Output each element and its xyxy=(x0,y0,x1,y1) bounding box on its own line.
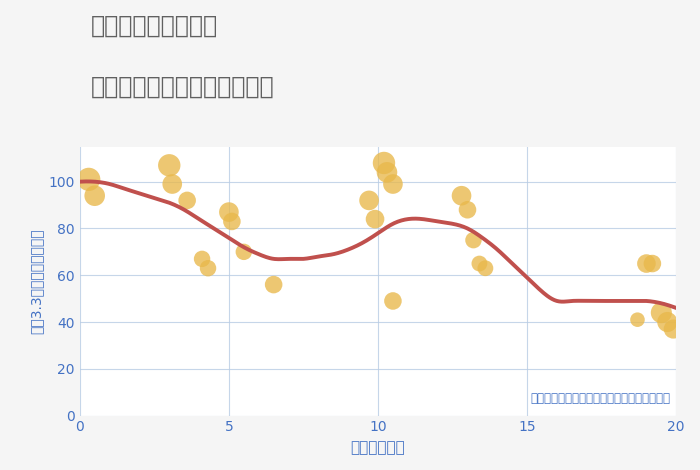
Point xyxy=(468,236,479,244)
Point xyxy=(197,255,208,263)
Text: 駅距離別中古マンション価格: 駅距離別中古マンション価格 xyxy=(91,75,274,99)
Point xyxy=(668,325,679,333)
Point xyxy=(181,196,193,204)
Y-axis label: 坪（3.3㎡）単価（万円）: 坪（3.3㎡）単価（万円） xyxy=(29,228,43,334)
X-axis label: 駅距離（分）: 駅距離（分） xyxy=(351,440,405,455)
Point xyxy=(647,260,658,267)
Point xyxy=(223,208,235,216)
Point xyxy=(387,180,398,188)
Point xyxy=(480,265,491,272)
Text: 千葉県市原市米沢の: 千葉県市原市米沢の xyxy=(91,14,218,38)
Point xyxy=(164,162,175,169)
Text: 円の大きさは、取引のあった物件面積を示す: 円の大きさは、取引のあった物件面積を示す xyxy=(531,392,671,405)
Point xyxy=(387,297,398,305)
Point xyxy=(363,196,374,204)
Point xyxy=(462,206,473,213)
Point xyxy=(89,192,100,199)
Point xyxy=(632,316,643,323)
Point xyxy=(268,281,279,289)
Point xyxy=(83,176,94,183)
Point xyxy=(382,169,393,176)
Point xyxy=(202,265,214,272)
Point xyxy=(474,260,485,267)
Point xyxy=(656,309,667,316)
Point xyxy=(226,218,237,225)
Point xyxy=(379,159,390,167)
Point xyxy=(640,260,652,267)
Point xyxy=(456,192,467,199)
Point xyxy=(662,318,673,326)
Point xyxy=(238,248,249,256)
Point xyxy=(370,215,381,223)
Point xyxy=(167,180,178,188)
